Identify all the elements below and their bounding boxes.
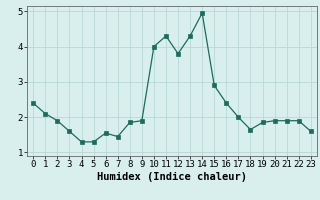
X-axis label: Humidex (Indice chaleur): Humidex (Indice chaleur) xyxy=(97,172,247,182)
